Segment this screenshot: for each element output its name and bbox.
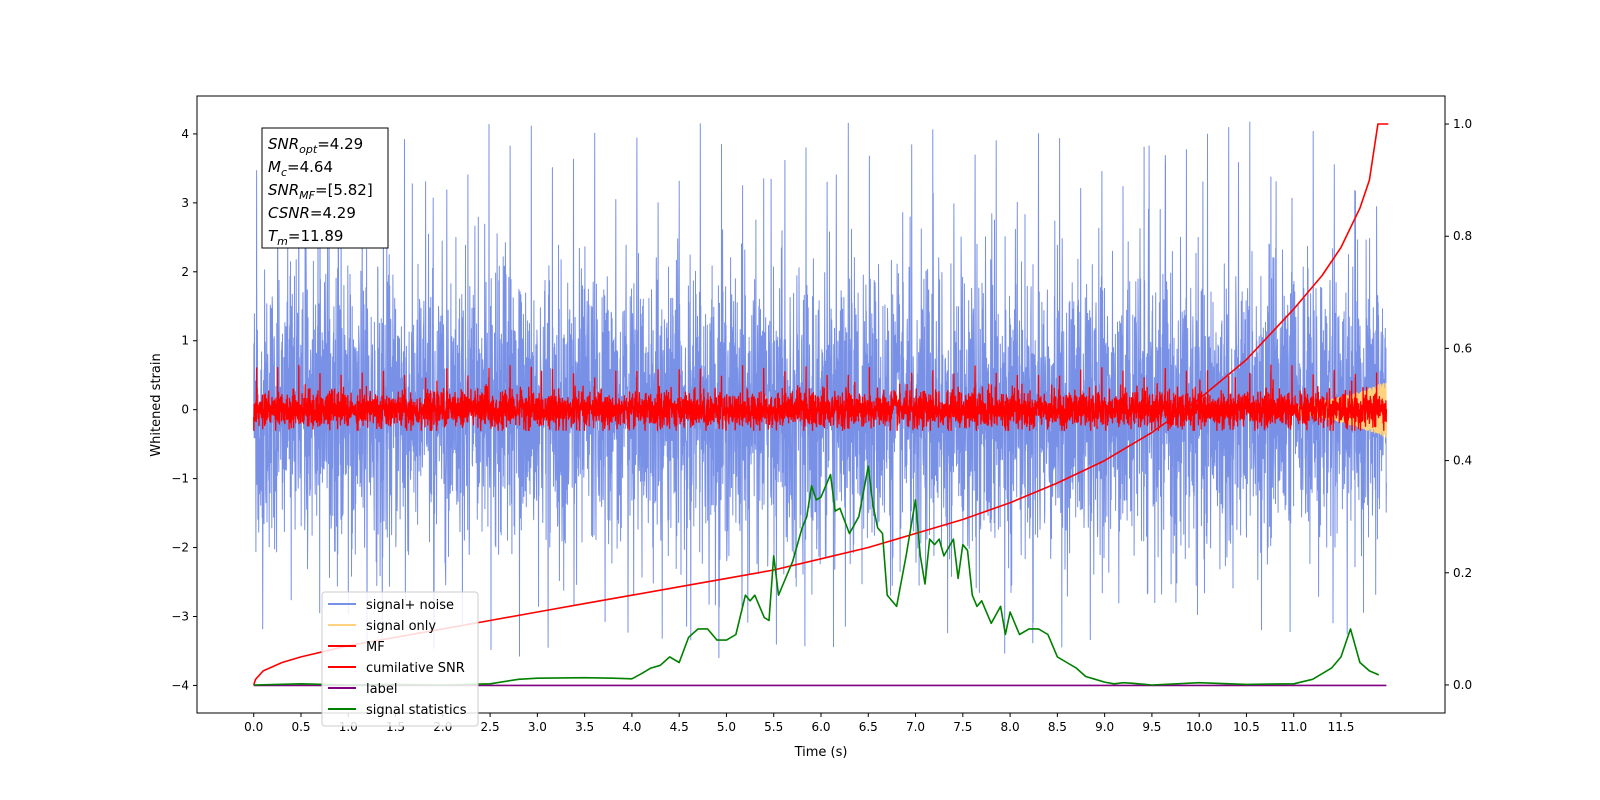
x-tick-label: 10.5 bbox=[1233, 720, 1260, 734]
annotation-line: SNRMF=[5.82] bbox=[268, 181, 373, 202]
series-mf-line bbox=[253, 364, 1388, 432]
x-tick-label: 7.5 bbox=[953, 720, 972, 734]
x-tick-label: 4.5 bbox=[670, 720, 689, 734]
x-tick-label: 0.5 bbox=[291, 720, 310, 734]
annotation-line: Mc=4.64 bbox=[268, 158, 333, 179]
series-signal-statistics-line bbox=[253, 465, 1380, 686]
x-tick-label: 10.0 bbox=[1186, 720, 1213, 734]
x-tick-label: 3.5 bbox=[575, 720, 594, 734]
y-tick-label-left: −4 bbox=[171, 678, 189, 692]
annotation-subscript: opt bbox=[299, 143, 318, 156]
y-tick-label-left: 0 bbox=[181, 403, 189, 417]
series-signal-noise-line bbox=[253, 121, 1387, 659]
y-tick-label-left: −1 bbox=[171, 472, 189, 486]
y-tick-label-right: 0.4 bbox=[1453, 454, 1472, 468]
annotation-subscript: m bbox=[277, 235, 288, 248]
annotation-line: CSNR=4.29 bbox=[268, 204, 356, 222]
annotation-box: SNRopt=4.29Mc=4.64SNRMF=[5.82]CSNR=4.29T… bbox=[261, 127, 389, 249]
y-tick-label-left: −2 bbox=[171, 541, 189, 555]
y-tick-label-right: 0.6 bbox=[1453, 341, 1472, 355]
x-tick-label: 11.5 bbox=[1328, 720, 1355, 734]
x-tick-label: 6.0 bbox=[811, 720, 830, 734]
annotation-symbol: SNR bbox=[268, 181, 299, 199]
annotation-value: =4.64 bbox=[287, 158, 333, 176]
x-tick-label: 4.0 bbox=[622, 720, 641, 734]
legend-label: signal+ noise bbox=[366, 598, 454, 613]
x-tick-label: 5.0 bbox=[717, 720, 736, 734]
legend: signal+ noise signal only MF cumilative SNR… bbox=[321, 591, 479, 727]
y-tick-label-left: −3 bbox=[171, 609, 189, 623]
y-tick-label-right: 0.8 bbox=[1453, 229, 1472, 243]
annotation-frame bbox=[261, 127, 389, 249]
x-tick-label: 9.5 bbox=[1142, 720, 1161, 734]
x-tick-label: 6.5 bbox=[859, 720, 878, 734]
legend-frame bbox=[321, 591, 479, 727]
legend-label: label bbox=[366, 682, 397, 697]
annotation-symbol: M bbox=[268, 158, 281, 176]
legend-label: signal only bbox=[366, 619, 436, 634]
annotation-symbol: T bbox=[268, 227, 279, 245]
x-tick-label: 7.0 bbox=[906, 720, 925, 734]
x-tick-label: 3.0 bbox=[528, 720, 547, 734]
y-axis-label: Whitened strain bbox=[149, 353, 164, 456]
x-tick-label: 9.0 bbox=[1095, 720, 1114, 734]
y-tick-label-left: 2 bbox=[181, 265, 189, 279]
annotation-value: =11.89 bbox=[288, 227, 344, 245]
legend-label: signal statistics bbox=[366, 703, 467, 718]
x-tick-label: 0.0 bbox=[244, 720, 263, 734]
annotation-value: =4.29 bbox=[310, 204, 356, 222]
x-tick-label: 2.5 bbox=[481, 720, 500, 734]
annotation-line: SNRopt=4.29 bbox=[268, 135, 363, 156]
y-tick-label-right: 0.0 bbox=[1453, 678, 1472, 692]
annotation-symbol: SNR bbox=[268, 135, 299, 153]
legend-label: cumilative SNR bbox=[366, 661, 465, 676]
x-tick-label: 11.0 bbox=[1280, 720, 1307, 734]
y-tick-label-left: 4 bbox=[181, 127, 189, 141]
annotation-subscript: MF bbox=[299, 189, 315, 202]
annotation-value: =4.29 bbox=[317, 135, 363, 153]
y-tick-label-left: 3 bbox=[181, 196, 189, 210]
annotation-value: =[5.82] bbox=[315, 181, 373, 199]
legend-label: MF bbox=[366, 640, 385, 655]
annotation-subscript: c bbox=[281, 166, 287, 179]
annotation-symbol: CSNR bbox=[268, 204, 310, 222]
y-tick-label-right: 1.0 bbox=[1453, 117, 1472, 131]
x-tick-label: 5.5 bbox=[764, 720, 783, 734]
y-tick-label-right: 0.2 bbox=[1453, 566, 1472, 580]
axes-layer: 0.0 0.5 1.0 1.5 2.0 2.5 3.0 3.5 4.0 4.5 5.0 5.5 6.0 6… bbox=[171, 117, 1472, 734]
x-tick-label: 8.5 bbox=[1048, 720, 1067, 734]
x-axis-label: Time (s) bbox=[794, 745, 848, 760]
y-tick-label-left: 1 bbox=[181, 334, 189, 348]
annotation-line: Tm=11.89 bbox=[268, 227, 343, 248]
x-tick-label: 8.0 bbox=[1001, 720, 1020, 734]
